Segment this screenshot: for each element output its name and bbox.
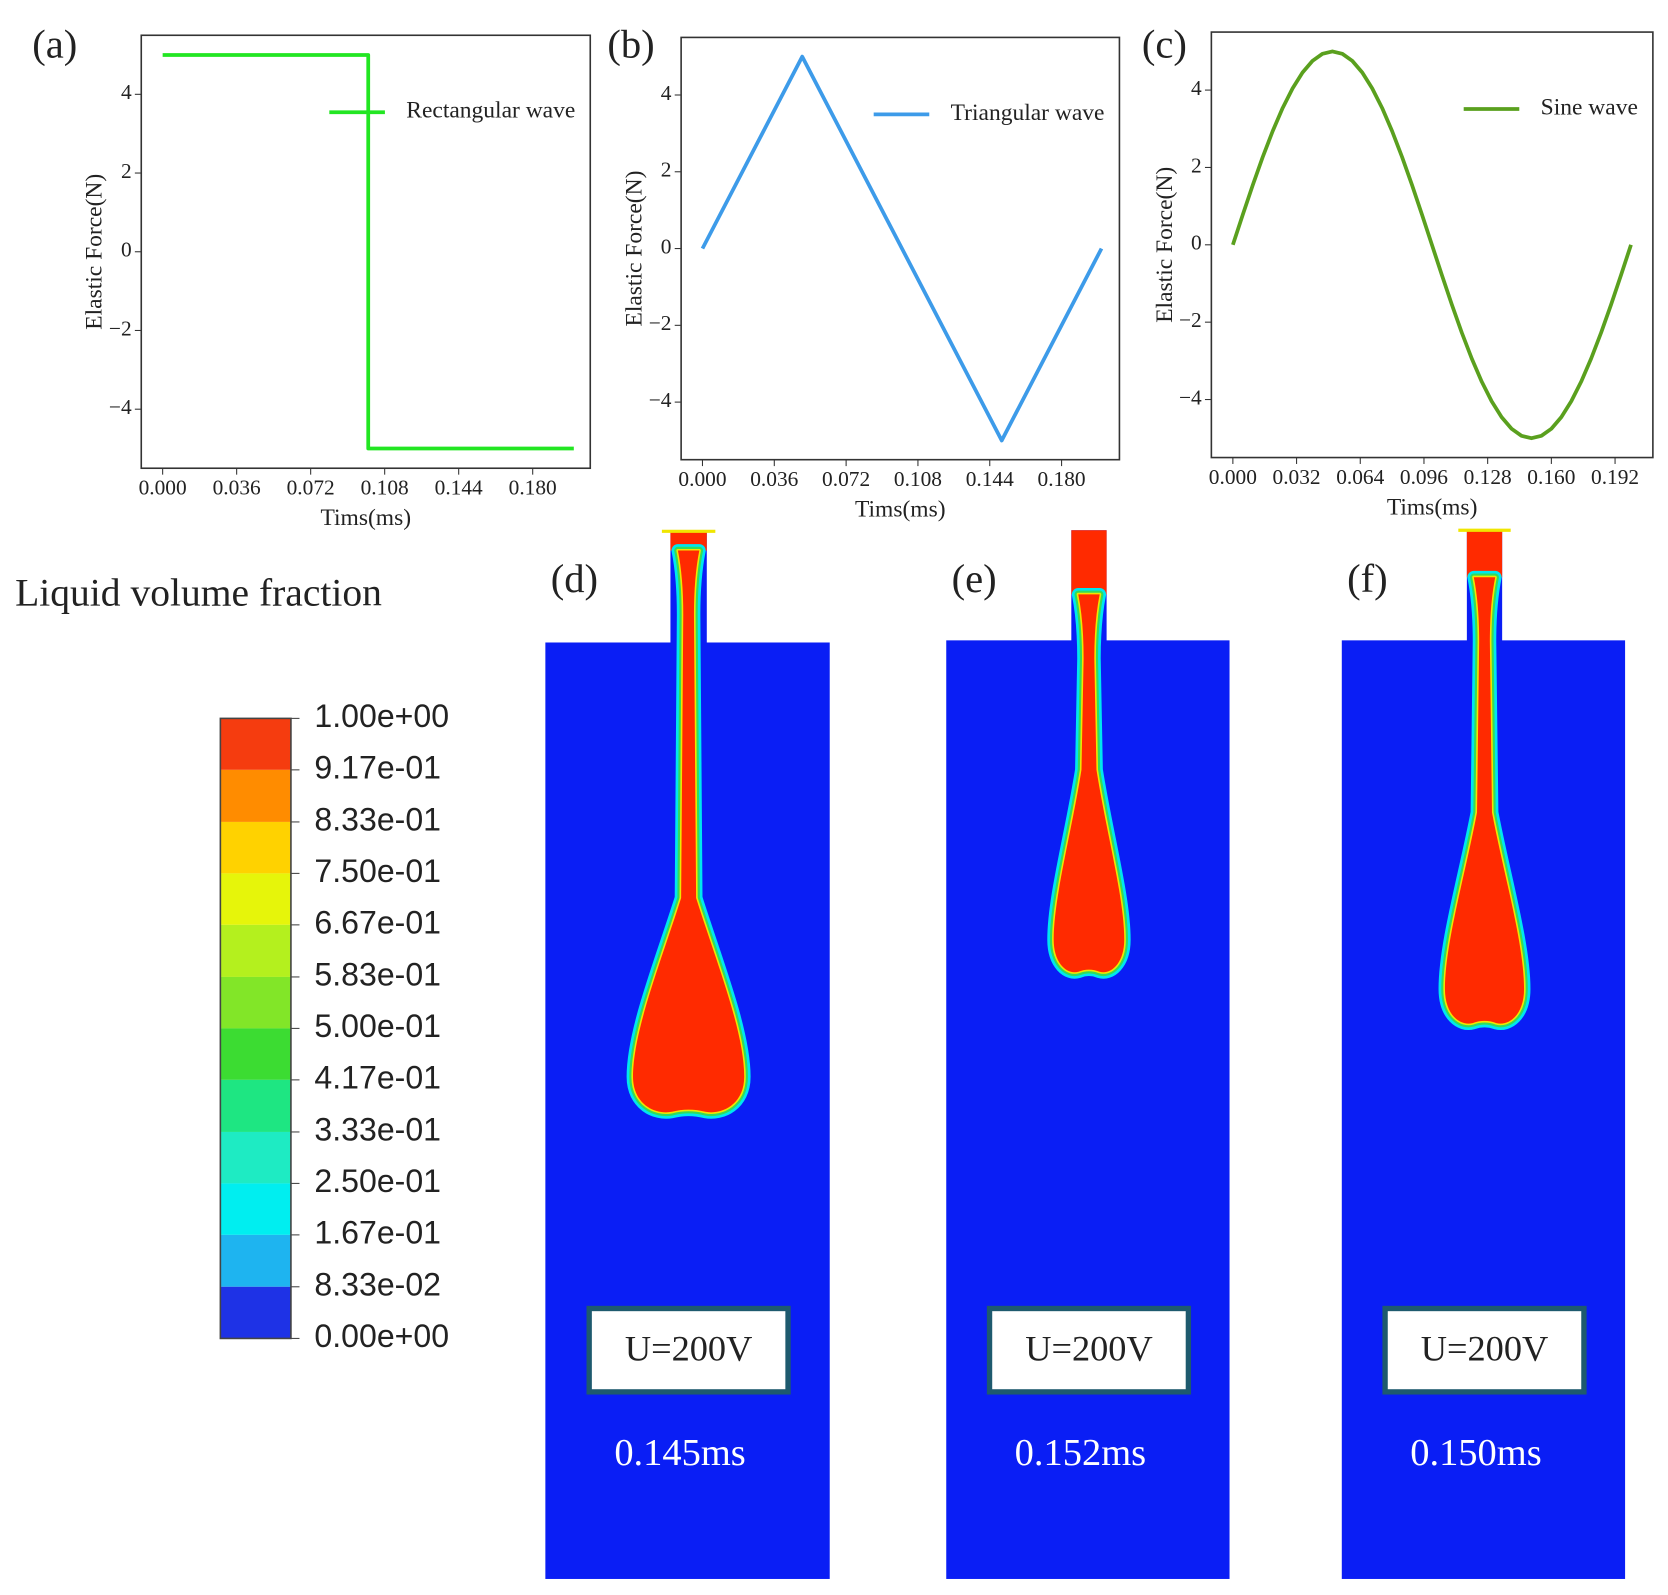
colorbar-band [220, 718, 291, 770]
line-series [700, 54, 1104, 443]
colorbar-title: Liquid volume fraction [15, 571, 382, 615]
nozzle-liquid [1466, 530, 1503, 578]
x-tick-label: 0.108 [894, 467, 942, 491]
y-tick-label: −2 [109, 316, 132, 340]
voltage-box [1382, 1305, 1587, 1395]
colorbar-band [220, 821, 291, 874]
panel-label: (e) [952, 556, 997, 601]
x-tick-label: 0.072 [822, 467, 870, 491]
colorbar-tick-label: 0.00e+00 [314, 1318, 449, 1354]
colorbar-band [220, 873, 291, 925]
x-tick-label: 0.000 [1209, 465, 1257, 489]
droplet [633, 550, 745, 1113]
colorbar-tick-label: 5.00e-01 [314, 1008, 441, 1044]
y-tick-label: 0 [1191, 231, 1202, 255]
voltage-label: U=200V [1025, 1329, 1152, 1369]
time-label: 0.152ms [1015, 1432, 1146, 1474]
x-tick-label: 0.000 [139, 476, 187, 500]
x-tick-label: 0.000 [678, 467, 726, 491]
x-tick-label: 0.032 [1273, 465, 1321, 489]
x-tick-label: 0.128 [1464, 465, 1512, 489]
x-tick-label: 0.108 [361, 476, 409, 500]
x-tick-label: 0.072 [287, 476, 335, 500]
y-tick-label: 0 [661, 234, 672, 258]
voltage-box [586, 1305, 791, 1395]
x-tick-label: 0.036 [750, 467, 798, 491]
colorbar-tick-label: 2.50e-01 [314, 1163, 441, 1199]
nozzle-liquid [1071, 530, 1107, 595]
x-tick-label: 0.144 [435, 476, 483, 500]
voltage-box [986, 1305, 1192, 1395]
colorbar-band [220, 1183, 291, 1235]
line-series [162, 53, 574, 451]
droplet [1053, 594, 1125, 973]
y-tick-label: 4 [1191, 76, 1202, 100]
y-tick-label: −2 [649, 311, 672, 335]
y-tick-label: 2 [121, 159, 132, 183]
x-tick-label: 0.180 [509, 476, 557, 500]
legend-label: Triangular wave [951, 100, 1105, 126]
legend-label: Rectangular wave [406, 98, 575, 124]
colorbar-band [220, 769, 291, 822]
colorbar-tick-label: 6.67e-01 [314, 904, 441, 940]
x-tick-label: 0.192 [1591, 465, 1639, 489]
y-tick-label: −4 [1179, 385, 1202, 409]
panel-label: (c) [1142, 21, 1187, 66]
voltage-label: U=200V [625, 1329, 752, 1369]
colorbar-band [220, 1028, 291, 1080]
colorbar-band [220, 1079, 291, 1132]
y-tick-label: 4 [121, 80, 132, 104]
colorbar-band [220, 1234, 291, 1287]
colorbar-band [220, 924, 291, 977]
droplet [1444, 577, 1525, 1024]
x-tick-label: 0.096 [1400, 465, 1448, 489]
y-axis-label: Elastic Force(N) [622, 171, 648, 327]
x-tick-label: 0.180 [1038, 467, 1086, 491]
colorbar-tick-label: 8.33e-02 [314, 1266, 441, 1302]
x-tick-label: 0.160 [1527, 465, 1575, 489]
x-axis-label: Tims(ms) [1387, 494, 1478, 520]
x-axis-label: Tims(ms) [320, 505, 411, 531]
x-axis-label: Tims(ms) [855, 496, 946, 522]
colorbar-tick-label: 3.33e-01 [314, 1111, 441, 1147]
panel-label: (b) [607, 21, 654, 66]
colorbar-tick-label: 5.83e-01 [314, 956, 441, 992]
time-label: 0.145ms [614, 1432, 745, 1474]
colorbar-tick-label: 1.67e-01 [314, 1214, 441, 1250]
y-tick-label: −4 [649, 388, 672, 412]
y-tick-label: −4 [109, 395, 132, 419]
colorbar-band [220, 976, 291, 1029]
y-tick-label: 2 [1191, 153, 1202, 177]
time-label: 0.150ms [1410, 1432, 1541, 1474]
colorbar-tick-label: 7.50e-01 [314, 853, 441, 889]
line-series [1231, 49, 1633, 441]
y-tick-label: −2 [1179, 308, 1202, 332]
x-tick-label: 0.064 [1336, 465, 1384, 489]
colorbar-tick-label: 1.00e+00 [314, 698, 449, 734]
y-tick-label: 2 [661, 158, 672, 182]
x-tick-label: 0.144 [966, 467, 1014, 491]
colorbar-tick-label: 9.17e-01 [314, 749, 441, 785]
y-axis-label: Elastic Force(N) [82, 174, 108, 330]
panel-label: (d) [551, 556, 598, 601]
panel-label: (a) [32, 21, 77, 66]
voltage-label: U=200V [1421, 1329, 1548, 1369]
colorbar-band [220, 1131, 291, 1184]
y-tick-label: 4 [661, 81, 672, 105]
x-tick-label: 0.036 [213, 476, 261, 500]
legend-label: Sine wave [1541, 94, 1638, 120]
colorbar-tick-label: 4.17e-01 [314, 1059, 441, 1095]
y-axis-label: Elastic Force(N) [1152, 167, 1178, 323]
colorbar-tick-label: 8.33e-01 [314, 801, 441, 837]
y-tick-label: 0 [121, 238, 132, 262]
colorbar-band [220, 1286, 291, 1339]
panel-label: (f) [1347, 556, 1388, 601]
